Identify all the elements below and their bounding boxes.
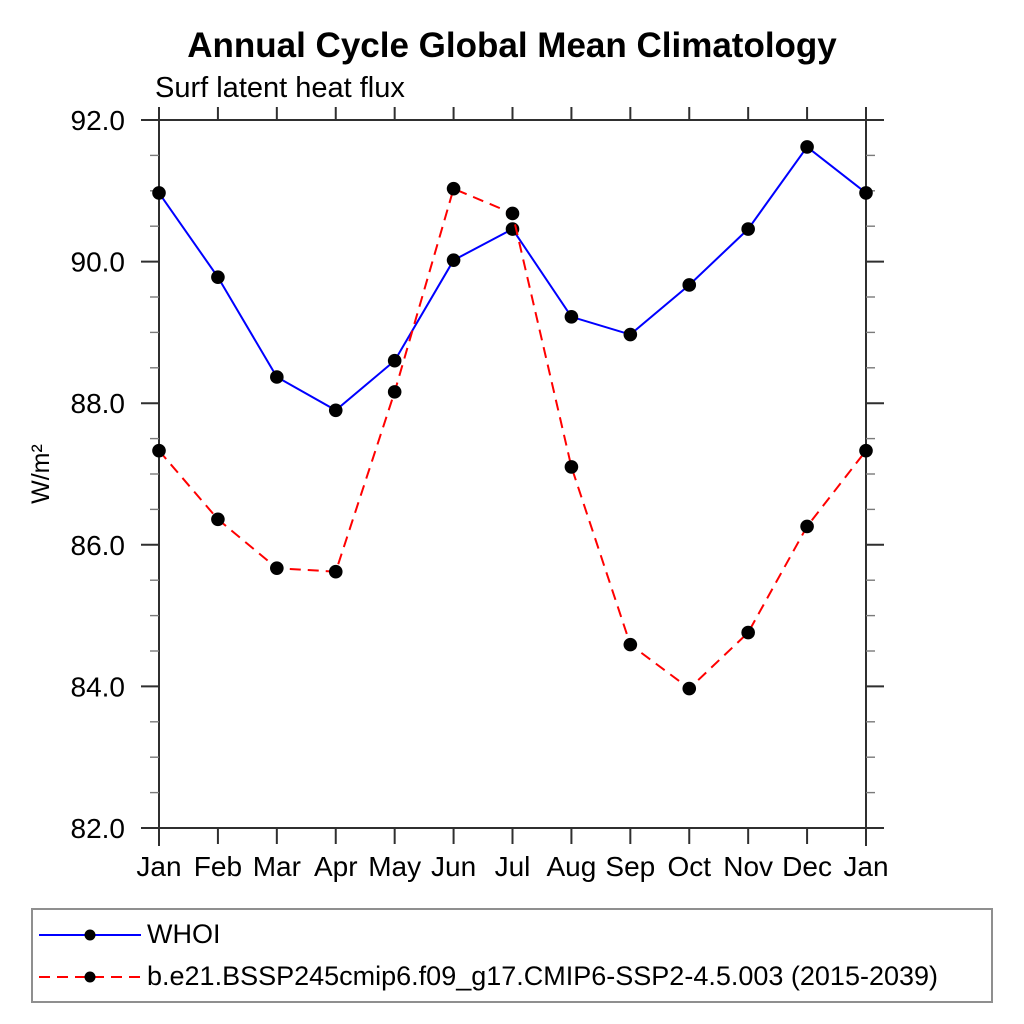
data-point-marker [152,443,166,458]
series-line-1 [158,187,867,690]
whoi-line-sample-icon [39,929,141,940]
legend-box: WHOI b.e21.BSSP245cmip6.f09_g17.CMIP6-SS… [31,908,993,1003]
data-point-marker [387,353,402,368]
chart-title: Annual Cycle Global Mean Climatology [187,26,837,65]
x-tick-label: Jul [495,851,531,882]
data-point-marker [623,327,638,342]
data-point-marker [387,385,402,399]
legend-label-model: b.e21.BSSP245cmip6.f09_g17.CMIP6-SSP2-4.… [147,961,939,991]
chart-subtitle: Surf latent heat flux [155,72,405,104]
x-tick-label: Oct [667,851,711,882]
data-point-marker [505,206,520,221]
data-point-marker [741,625,755,640]
data-point-marker [152,186,166,200]
data-point-marker [800,140,814,154]
x-tick-label: Aug [547,851,597,882]
data-point-marker [564,310,579,324]
data-point-marker [328,564,343,579]
legend-sample-marker [84,971,96,982]
y-tick-label: 90.0 [71,247,126,278]
data-point-marker [270,370,284,384]
legend-sample-marker [84,929,96,940]
x-tick-label: May [368,851,421,882]
y-tick-label: 92.0 [71,105,126,136]
data-point-marker [211,270,225,284]
x-tick-label: Feb [194,851,242,882]
y-tick-label: 88.0 [71,388,126,419]
data-point-marker [270,561,284,575]
x-tick-label: Jun [431,851,476,882]
x-tick-label: Mar [253,851,301,882]
data-point-marker [682,278,697,292]
x-tick-label: Sep [605,851,655,882]
legend-label-whoi: WHOI [147,919,221,949]
y-tick-label: 82.0 [71,813,126,844]
data-point-marker [800,519,814,534]
data-point-marker [859,443,873,458]
data-point-marker [682,681,697,696]
x-tick-label: Jan [136,851,181,882]
x-tick-label: Nov [723,851,773,882]
data-point-marker [328,403,343,418]
y-tick-label: 84.0 [71,671,126,702]
legend-item-whoi: WHOI [37,918,991,952]
x-tick-label: Dec [782,851,832,882]
data-point-marker [623,637,638,652]
legend-item-model: b.e21.BSSP245cmip6.f09_g17.CMIP6-SSP2-4.… [37,960,991,994]
data-point-marker [859,186,873,200]
data-point-marker [211,512,225,527]
data-point-marker [741,222,755,236]
data-point-marker [446,253,461,267]
model-line-sample-icon [39,971,141,982]
data-point-marker [564,460,579,474]
x-tick-label: Jan [843,851,888,882]
x-tick-label: Apr [314,851,358,882]
y-tick-label: 86.0 [71,530,126,561]
series-line-0 [158,145,867,412]
data-point-marker [446,181,461,196]
